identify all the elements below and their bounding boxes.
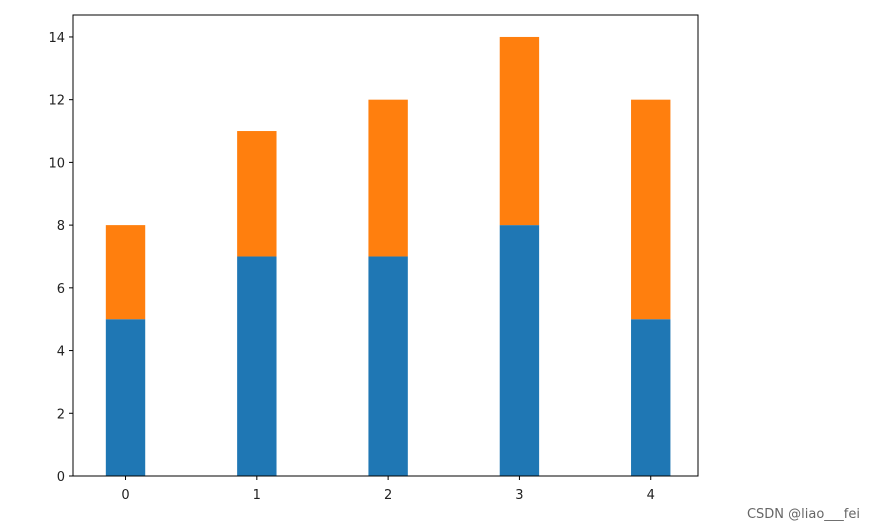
watermark: CSDN @liao___fei: [747, 507, 860, 522]
bar: [368, 99, 408, 257]
bar: [237, 131, 277, 257]
y-tick-label: 10: [48, 156, 65, 171]
bar: [499, 225, 540, 476]
bar: [631, 319, 671, 476]
y-tick-label: 6: [57, 282, 65, 297]
y-tick-label: 8: [57, 219, 65, 234]
y-tick-label: 4: [57, 345, 65, 360]
x-tick-label: 4: [647, 488, 655, 503]
y-tick-label: 2: [57, 407, 65, 422]
bar: [368, 256, 408, 476]
bar: [631, 99, 671, 320]
x-tick-label: 0: [121, 488, 129, 503]
bar: [105, 225, 146, 320]
plot-frame: [72, 14, 699, 477]
x-tick-label: 1: [253, 488, 261, 503]
bar: [237, 256, 277, 476]
x-tick-label: 2: [384, 488, 392, 503]
x-tick-label: 3: [515, 488, 523, 503]
y-tick-label: 14: [48, 31, 65, 46]
y-tick-label: 12: [48, 94, 65, 109]
bar: [105, 319, 146, 476]
y-tick-label: 0: [57, 470, 65, 485]
bar: [499, 36, 540, 226]
